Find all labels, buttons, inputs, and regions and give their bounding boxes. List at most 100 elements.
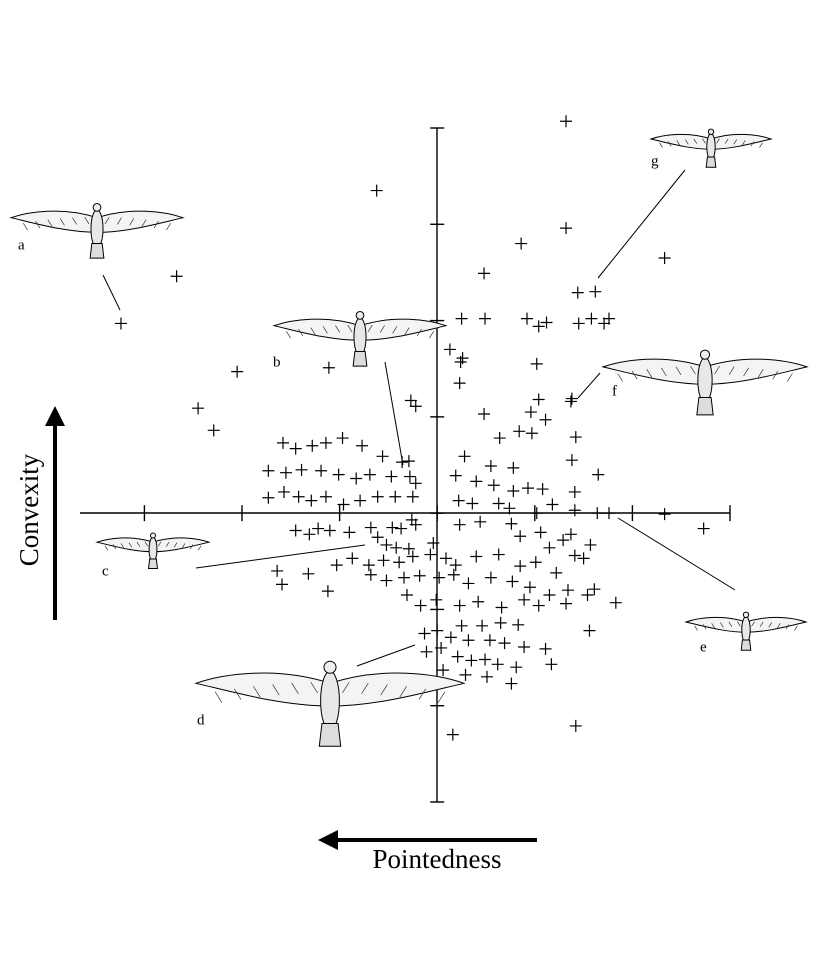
point xyxy=(602,507,615,520)
point xyxy=(385,470,398,483)
point xyxy=(386,521,399,534)
point xyxy=(462,577,475,590)
point xyxy=(207,424,220,437)
point xyxy=(262,464,275,477)
point xyxy=(262,491,275,504)
point xyxy=(560,597,573,610)
point xyxy=(524,406,537,419)
point xyxy=(483,634,496,647)
point xyxy=(455,312,468,325)
bird-feather xyxy=(72,217,122,225)
point xyxy=(539,413,552,426)
point xyxy=(479,312,492,325)
bird-illustration xyxy=(617,517,808,651)
point xyxy=(402,542,415,555)
bird-head xyxy=(323,660,337,674)
bird-illustration xyxy=(9,203,185,311)
point xyxy=(591,507,604,520)
point xyxy=(350,472,363,485)
point xyxy=(431,624,444,637)
bird-illustration xyxy=(95,532,366,570)
bird-head xyxy=(149,532,157,539)
bird-head xyxy=(742,611,750,618)
bird-head xyxy=(707,128,715,136)
point xyxy=(312,522,325,535)
bird-feather xyxy=(702,624,790,630)
point xyxy=(170,270,183,283)
bird-illustration xyxy=(194,644,466,747)
leader-line xyxy=(617,517,736,591)
point xyxy=(495,601,508,614)
bird-tail xyxy=(318,723,342,747)
point xyxy=(276,578,289,591)
point xyxy=(521,482,534,495)
point xyxy=(518,640,531,653)
point xyxy=(515,237,528,250)
point xyxy=(409,477,422,490)
bird-feather xyxy=(693,138,729,144)
point xyxy=(480,670,493,683)
point xyxy=(543,541,556,554)
bird-tail xyxy=(352,351,368,367)
point xyxy=(532,393,545,406)
point xyxy=(539,642,552,655)
point xyxy=(479,653,492,666)
bird-feather xyxy=(84,216,110,225)
bird-body xyxy=(90,209,104,249)
point xyxy=(409,518,422,531)
point xyxy=(470,550,483,563)
point xyxy=(494,616,507,629)
point xyxy=(472,595,485,608)
bird-illustration xyxy=(272,311,448,466)
bird-feather xyxy=(59,218,135,226)
point xyxy=(451,650,464,663)
point xyxy=(453,377,466,390)
bird-feather xyxy=(646,369,764,378)
bird-feather xyxy=(47,219,147,227)
bird-feather xyxy=(690,365,720,375)
point xyxy=(458,450,471,463)
bird-body xyxy=(697,357,713,404)
point xyxy=(588,583,601,596)
point xyxy=(589,285,602,298)
point xyxy=(498,637,511,650)
point xyxy=(568,549,581,562)
point xyxy=(343,526,356,539)
point xyxy=(564,528,577,541)
point xyxy=(520,312,533,325)
point xyxy=(420,645,433,658)
point xyxy=(364,568,377,581)
point xyxy=(505,517,518,530)
bird-illustration xyxy=(577,349,809,416)
bird-label: b xyxy=(273,354,281,370)
point xyxy=(439,552,452,565)
point xyxy=(484,459,497,472)
point xyxy=(364,521,377,534)
point xyxy=(465,654,478,667)
point xyxy=(550,566,563,579)
point xyxy=(557,534,570,547)
point xyxy=(583,624,596,637)
point xyxy=(114,317,127,330)
bird-feather xyxy=(310,682,350,694)
point xyxy=(389,490,402,503)
bird-feather xyxy=(285,330,435,339)
bird-label: d xyxy=(197,712,205,728)
bird-feather xyxy=(104,545,202,551)
point xyxy=(289,442,302,455)
point xyxy=(395,522,408,535)
bird-feather xyxy=(728,621,764,627)
bird-feather xyxy=(719,622,773,628)
point xyxy=(507,484,520,497)
bird-feather xyxy=(253,686,407,698)
point xyxy=(506,575,519,588)
point xyxy=(569,719,582,732)
point xyxy=(532,320,545,333)
bird-body xyxy=(741,616,751,644)
point xyxy=(315,464,328,477)
bird-body xyxy=(320,670,340,731)
bird-label: c xyxy=(102,563,109,579)
bird-feather xyxy=(310,327,410,335)
bird-feather xyxy=(35,221,159,229)
point xyxy=(534,526,547,539)
